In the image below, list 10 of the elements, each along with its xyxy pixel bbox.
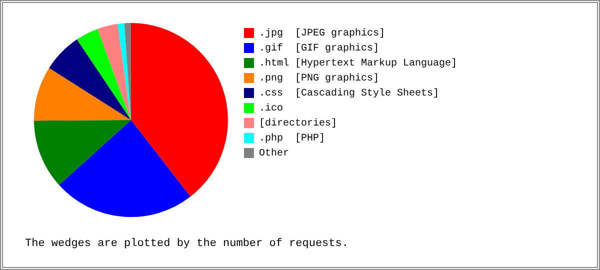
legend-label: .ico [258, 102, 283, 115]
text: The wedges are plotted by the number of requests. [25, 238, 348, 250]
legend-label: .php [PHP] [258, 132, 325, 145]
legend-label: .gif [GIF graphics] [258, 42, 379, 55]
legend-label: Other [258, 148, 289, 160]
legend-label: [directories] [258, 118, 337, 130]
legend-label: .css [Cascading Style Sheets] [258, 88, 439, 100]
legend-label: .jpg [JPEG graphics] [258, 28, 385, 40]
legend-label: .html [Hypertext Markup Language] [258, 58, 458, 70]
legend-label: .png [PNG graphics] [258, 72, 379, 85]
